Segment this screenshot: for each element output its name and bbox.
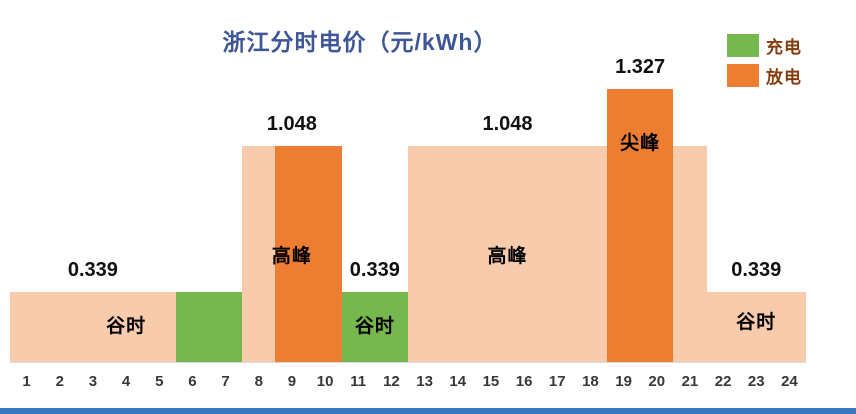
x-axis-line bbox=[10, 362, 806, 363]
x-axis-tick-3: 3 bbox=[88, 373, 98, 390]
bar-price-h8 bbox=[242, 146, 276, 362]
x-axis-tick-17: 17 bbox=[548, 373, 566, 390]
x-axis-tick-1: 1 bbox=[22, 373, 31, 390]
value-label: 1.327 bbox=[615, 55, 666, 78]
bar-discharge-h19-20 bbox=[607, 88, 674, 362]
discharge-swatch-icon bbox=[727, 64, 759, 87]
x-axis-tick-21: 21 bbox=[681, 373, 699, 390]
x-axis-tick-15: 15 bbox=[482, 373, 500, 390]
legend: 充电 放电 bbox=[727, 33, 802, 93]
legend-item-charge: 充电 bbox=[727, 33, 802, 58]
x-axis-tick-7: 7 bbox=[221, 373, 230, 390]
x-axis-tick-12: 12 bbox=[383, 373, 400, 390]
x-axis-tick-22: 22 bbox=[714, 373, 732, 390]
legend-label-discharge: 放电 bbox=[766, 68, 802, 87]
charge-swatch-icon bbox=[727, 34, 759, 57]
zone-label: 谷时 bbox=[354, 315, 395, 337]
value-label: 0.339 bbox=[349, 259, 400, 282]
zone-label: 高峰 bbox=[271, 245, 312, 267]
x-axis-tick-13: 13 bbox=[416, 373, 433, 390]
x-axis-tick-23: 23 bbox=[747, 373, 765, 390]
x-axis-tick-11: 11 bbox=[350, 373, 367, 390]
value-label: 0.339 bbox=[67, 259, 118, 282]
chart-title: 浙江分时电价（元/kWh） bbox=[222, 29, 498, 55]
x-axis-tick-5: 5 bbox=[155, 373, 164, 390]
x-axis-tick-10: 10 bbox=[316, 373, 334, 390]
legend-label-charge: 充电 bbox=[766, 38, 802, 57]
bottom-accent-strip bbox=[0, 408, 856, 414]
value-label: 0.339 bbox=[731, 259, 782, 282]
legend-item-discharge: 放电 bbox=[727, 63, 802, 88]
x-axis-tick-14: 14 bbox=[449, 373, 467, 390]
zone-label: 谷时 bbox=[736, 311, 777, 333]
bar-discharge-h9-10 bbox=[275, 146, 342, 362]
x-axis-tick-8: 8 bbox=[254, 373, 263, 390]
bar-charge-h6-7 bbox=[175, 292, 243, 362]
x-axis-tick-4: 4 bbox=[121, 373, 131, 390]
x-axis-tick-2: 2 bbox=[55, 373, 64, 390]
x-axis-tick-9: 9 bbox=[287, 373, 297, 390]
zone-label: 谷时 bbox=[106, 315, 147, 337]
x-axis-tick-20: 20 bbox=[648, 373, 666, 390]
bar-charge-h11-12 bbox=[341, 292, 408, 362]
x-axis-tick-18: 18 bbox=[582, 373, 599, 390]
x-axis-tick-6: 6 bbox=[188, 373, 197, 390]
bar-price-h22-24 bbox=[706, 292, 806, 362]
bar-price-h1-5 bbox=[10, 292, 176, 362]
x-axis-tick-19: 19 bbox=[615, 373, 632, 390]
value-label: 1.048 bbox=[482, 113, 533, 136]
x-axis-tick-24: 24 bbox=[781, 373, 798, 390]
zone-label: 高峰 bbox=[487, 245, 528, 267]
zone-label: 尖峰 bbox=[620, 132, 661, 154]
x-axis-tick-16: 16 bbox=[515, 373, 533, 390]
value-label: 1.048 bbox=[266, 113, 317, 136]
